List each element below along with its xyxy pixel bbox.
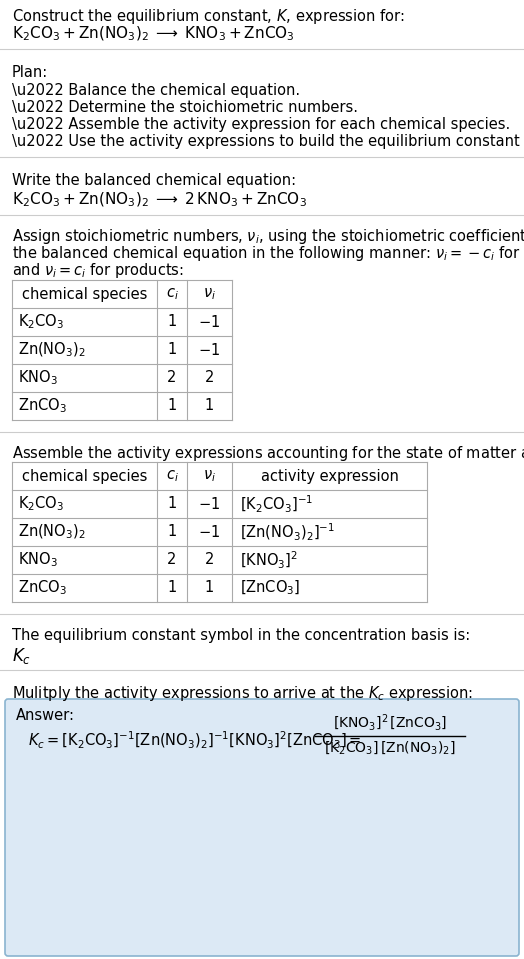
Text: $\mathrm{KNO_3}$: $\mathrm{KNO_3}$	[18, 368, 58, 387]
Text: $c_i$: $c_i$	[166, 286, 178, 302]
Text: $[\mathrm{K_2CO_3}]\,[\mathrm{Zn(NO_3)_2}]$: $[\mathrm{K_2CO_3}]\,[\mathrm{Zn(NO_3)_2…	[324, 739, 456, 756]
Text: Mulitply the activity expressions to arrive at the $K_c$ expression:: Mulitply the activity expressions to arr…	[12, 684, 473, 703]
Text: $[\mathrm{Zn(NO_3)_2}]^{-1}$: $[\mathrm{Zn(NO_3)_2}]^{-1}$	[240, 522, 335, 543]
Text: $\mathrm{K_2CO_3 + Zn(NO_3)_2 \;\longrightarrow\; KNO_3 + ZnCO_3}$: $\mathrm{K_2CO_3 + Zn(NO_3)_2 \;\longrig…	[12, 25, 295, 43]
Text: $c_i$: $c_i$	[166, 468, 178, 484]
Text: Construct the equilibrium constant, $K$, expression for:: Construct the equilibrium constant, $K$,…	[12, 7, 405, 26]
Text: $[\mathrm{KNO_3}]^2\,[\mathrm{ZnCO_3}]$: $[\mathrm{KNO_3}]^2\,[\mathrm{ZnCO_3}]$	[333, 713, 447, 733]
Text: $K_c$: $K_c$	[12, 646, 31, 666]
Text: 2: 2	[205, 370, 214, 386]
Text: 2: 2	[205, 552, 214, 568]
Text: $-1$: $-1$	[199, 314, 221, 330]
Text: chemical species: chemical species	[22, 469, 147, 483]
Text: $-1$: $-1$	[199, 342, 221, 358]
Text: $\mathrm{Zn(NO_3)_2}$: $\mathrm{Zn(NO_3)_2}$	[18, 340, 86, 360]
Text: 1: 1	[167, 525, 177, 540]
Text: $[\mathrm{K_2CO_3}]^{-1}$: $[\mathrm{K_2CO_3}]^{-1}$	[240, 494, 313, 515]
Text: $-1$: $-1$	[199, 496, 221, 512]
Text: 1: 1	[167, 342, 177, 358]
Text: $\mathrm{Zn(NO_3)_2}$: $\mathrm{Zn(NO_3)_2}$	[18, 523, 86, 541]
Text: Answer:: Answer:	[16, 708, 75, 723]
Text: Assign stoichiometric numbers, $\nu_i$, using the stoichiometric coefficients, $: Assign stoichiometric numbers, $\nu_i$, …	[12, 227, 524, 246]
Text: 2: 2	[167, 370, 177, 386]
Text: 1: 1	[167, 399, 177, 413]
Text: $\mathrm{K_2CO_3 + Zn(NO_3)_2 \;\longrightarrow\; 2\,KNO_3 + ZnCO_3}$: $\mathrm{K_2CO_3 + Zn(NO_3)_2 \;\longrig…	[12, 191, 307, 209]
Text: $K_c = [\mathrm{K_2CO_3}]^{-1}[\mathrm{Zn(NO_3)_2}]^{-1}[\mathrm{KNO_3}]^2[\math: $K_c = [\mathrm{K_2CO_3}]^{-1}[\mathrm{Z…	[28, 730, 362, 751]
Text: chemical species: chemical species	[22, 287, 147, 301]
Text: \u2022 Use the activity expressions to build the equilibrium constant expression: \u2022 Use the activity expressions to b…	[12, 134, 524, 149]
Text: $[\mathrm{ZnCO_3}]$: $[\mathrm{ZnCO_3}]$	[240, 579, 300, 597]
Text: \u2022 Determine the stoichiometric numbers.: \u2022 Determine the stoichiometric numb…	[12, 100, 358, 115]
Text: $[\mathrm{KNO_3}]^2$: $[\mathrm{KNO_3}]^2$	[240, 550, 298, 571]
Text: 1: 1	[205, 399, 214, 413]
Text: 2: 2	[167, 552, 177, 568]
Text: \u2022 Assemble the activity expression for each chemical species.: \u2022 Assemble the activity expression …	[12, 117, 510, 132]
Text: $\mathrm{K_2CO_3}$: $\mathrm{K_2CO_3}$	[18, 495, 64, 513]
Text: $\mathrm{KNO_3}$: $\mathrm{KNO_3}$	[18, 550, 58, 570]
Text: $\nu_i$: $\nu_i$	[203, 286, 216, 302]
Text: The equilibrium constant symbol in the concentration basis is:: The equilibrium constant symbol in the c…	[12, 628, 470, 643]
Text: $-1$: $-1$	[199, 524, 221, 540]
Text: $\nu_i$: $\nu_i$	[203, 468, 216, 484]
Text: and $\nu_i = c_i$ for products:: and $\nu_i = c_i$ for products:	[12, 261, 184, 280]
Text: 1: 1	[167, 315, 177, 330]
Text: 1: 1	[205, 580, 214, 596]
FancyBboxPatch shape	[5, 699, 519, 956]
Text: Write the balanced chemical equation:: Write the balanced chemical equation:	[12, 173, 296, 188]
Text: Plan:: Plan:	[12, 65, 48, 80]
Text: $\mathrm{ZnCO_3}$: $\mathrm{ZnCO_3}$	[18, 578, 67, 597]
Text: 1: 1	[167, 580, 177, 596]
Text: activity expression: activity expression	[260, 469, 398, 483]
Text: $\mathrm{ZnCO_3}$: $\mathrm{ZnCO_3}$	[18, 397, 67, 415]
Text: the balanced chemical equation in the following manner: $\nu_i = -c_i$ for react: the balanced chemical equation in the fo…	[12, 244, 524, 263]
Text: $\mathrm{K_2CO_3}$: $\mathrm{K_2CO_3}$	[18, 313, 64, 332]
Text: \u2022 Balance the chemical equation.: \u2022 Balance the chemical equation.	[12, 83, 300, 98]
Text: Assemble the activity expressions accounting for the state of matter and $\nu_i$: Assemble the activity expressions accoun…	[12, 444, 524, 463]
Text: 1: 1	[167, 497, 177, 511]
